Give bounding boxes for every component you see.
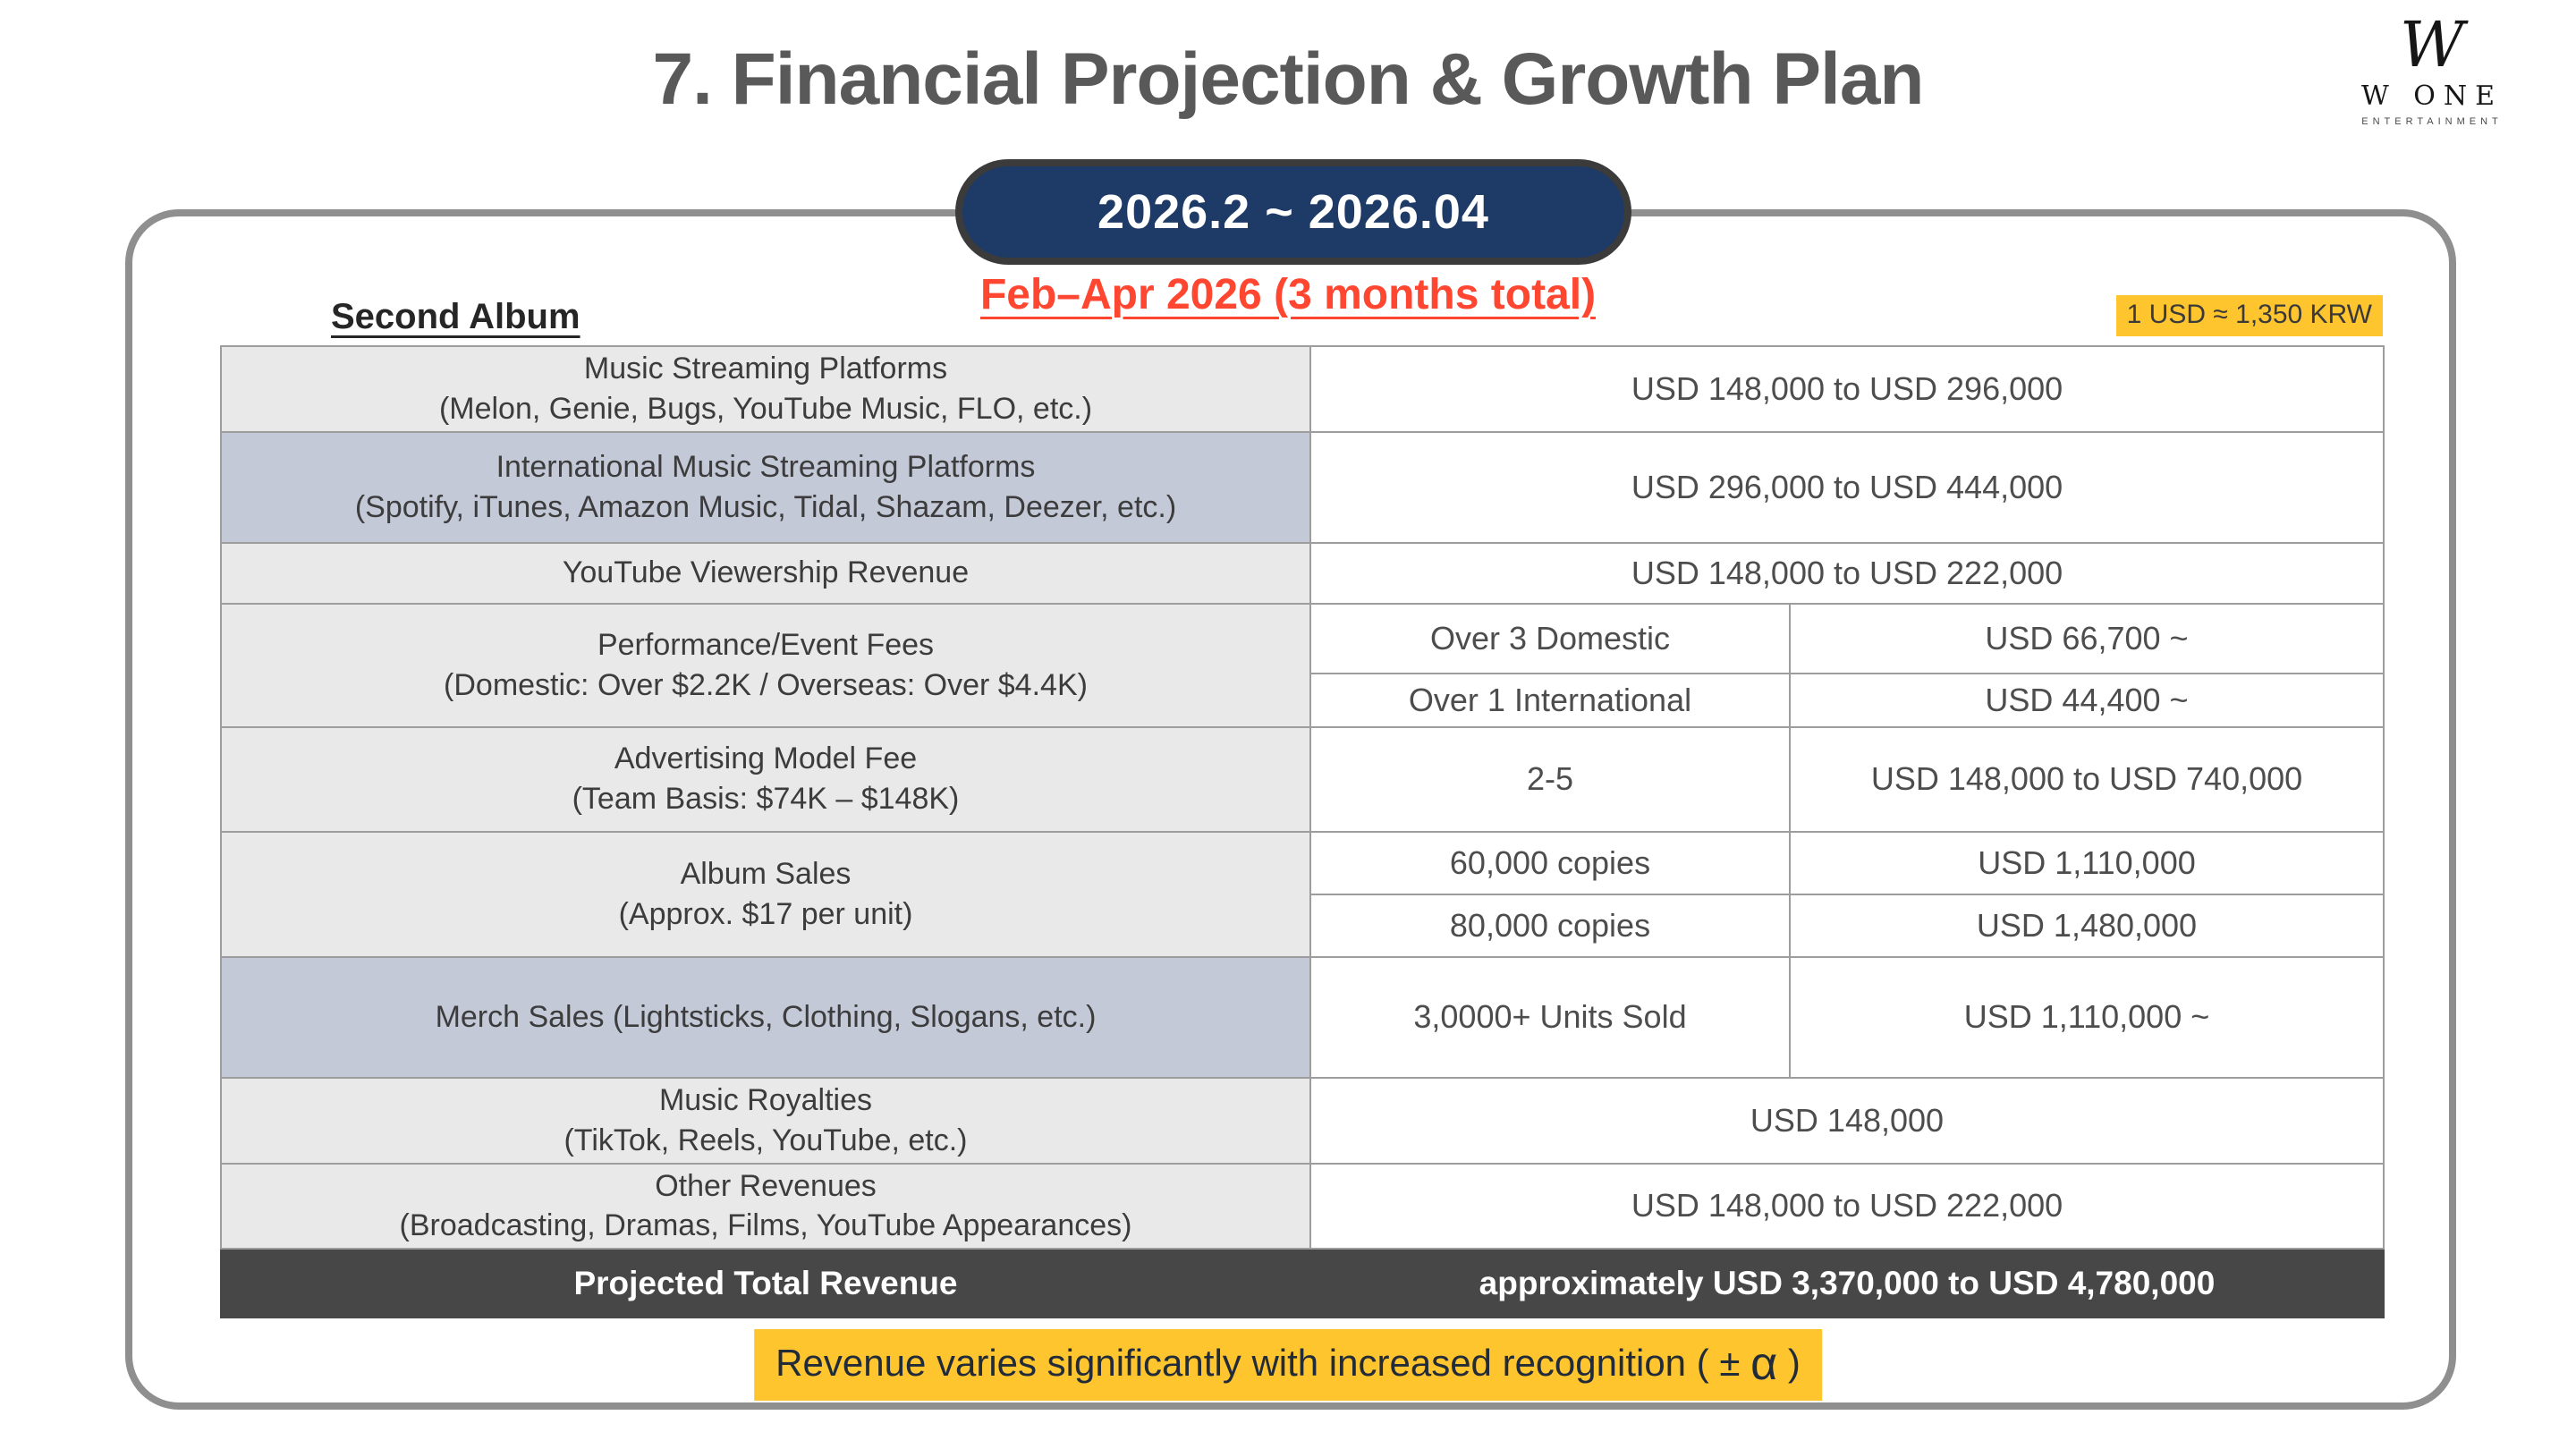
table-row: Album Sales (Approx. $17 per unit) 60,00… [220,830,2385,958]
revenue-category-label: Music Royalties (TikTok, Reels, YouTube,… [220,1076,1311,1165]
quantity-cell: 3,0000+ Units Sold [1309,955,1791,1079]
total-value: approximately USD 3,370,000 to USD 4,780… [1309,1248,2385,1319]
projected-total-row: Projected Total Revenue approximately US… [220,1248,2385,1319]
revenue-category-label: Other Revenues (Broadcasting, Dramas, Fi… [220,1162,1311,1250]
total-label: Projected Total Revenue [220,1248,1311,1319]
revenue-category-label: Advertising Model Fee (Team Basis: $74K … [220,725,1311,833]
value-cell: USD 44,400 ~ [1789,672,2385,728]
table-row: Merch Sales (Lightsticks, Clothing, Slog… [220,955,2385,1079]
footer-note: Revenue varies significantly with increa… [754,1329,1822,1401]
revenue-category-label: YouTube Viewership Revenue [220,541,1311,605]
value-cell: USD 1,110,000 [1789,830,2385,895]
period-badge: 2026.2 ~ 2026.04 [955,159,1631,265]
logo-company-name: W ONE [2360,80,2504,112]
quantity-cell: 2-5 [1309,725,1791,833]
quantity-cell: 80,000 copies [1309,893,1791,958]
value-cell: USD 148,000 to USD 222,000 [1309,1162,2385,1250]
revenue-table: Music Streaming Platforms (Melon, Genie,… [220,345,2385,1319]
value-cell: USD 1,480,000 [1789,893,2385,958]
company-logo: W W ONE ENTERTAINMENT [2329,8,2535,127]
table-row: Other Revenues (Broadcasting, Dramas, Fi… [220,1162,2385,1250]
logo-monogram-icon: W [2400,8,2464,81]
value-cell: USD 148,000 to USD 222,000 [1309,541,2385,605]
table-row: Music Royalties (TikTok, Reels, YouTube,… [220,1076,2385,1165]
revenue-category-label: Music Streaming Platforms (Melon, Genie,… [220,345,1311,433]
page-title: 7. Financial Projection & Growth Plan [652,38,1924,120]
table-row: Music Streaming Platforms (Melon, Genie,… [220,345,2385,433]
table-row: 80,000 copies USD 1,480,000 [221,893,2385,958]
value-cell: USD 148,000 to USD 740,000 [1789,725,2385,833]
album-section-label: Second Album [331,297,580,336]
value-cell: USD 148,000 to USD 296,000 [1309,345,2385,433]
table-row: YouTube Viewership Revenue USD 148,000 t… [220,541,2385,605]
value-cell: USD 148,000 [1309,1076,2385,1165]
table-row: International Music Streaming Platforms … [220,430,2385,544]
value-cell: USD 66,700 ~ [1789,602,2385,674]
quantity-cell: 60,000 copies [1309,830,1791,895]
value-cell: USD 296,000 to USD 444,000 [1309,430,2385,544]
table-row: Over 1 International USD 44,400 ~ [221,672,2385,728]
table-row: Performance/Event Fees (Domestic: Over $… [220,602,2385,728]
revenue-category-label: Album Sales (Approx. $17 per unit) [220,830,1311,958]
footer-note-text: Revenue varies significantly with increa… [775,1342,1751,1384]
footer-note-close: ) [1777,1342,1801,1384]
period-subtitle: Feb–Apr 2026 (3 months total) [979,271,1597,318]
fx-rate-note: 1 USD ≈ 1,350 KRW [2115,295,2383,336]
logo-company-subtitle: ENTERTAINMENT [2361,115,2503,127]
quantity-cell: Over 1 International [1309,672,1791,728]
revenue-category-label: International Music Streaming Platforms … [220,430,1311,544]
footer-alpha-symbol: α [1750,1338,1778,1390]
table-row: Advertising Model Fee (Team Basis: $74K … [220,725,2385,833]
value-cell: USD 1,110,000 ~ [1789,955,2385,1079]
revenue-category-label: Merch Sales (Lightsticks, Clothing, Slog… [220,955,1311,1079]
quantity-cell: Over 3 Domestic [1309,602,1791,674]
revenue-category-label: Performance/Event Fees (Domestic: Over $… [220,602,1311,728]
